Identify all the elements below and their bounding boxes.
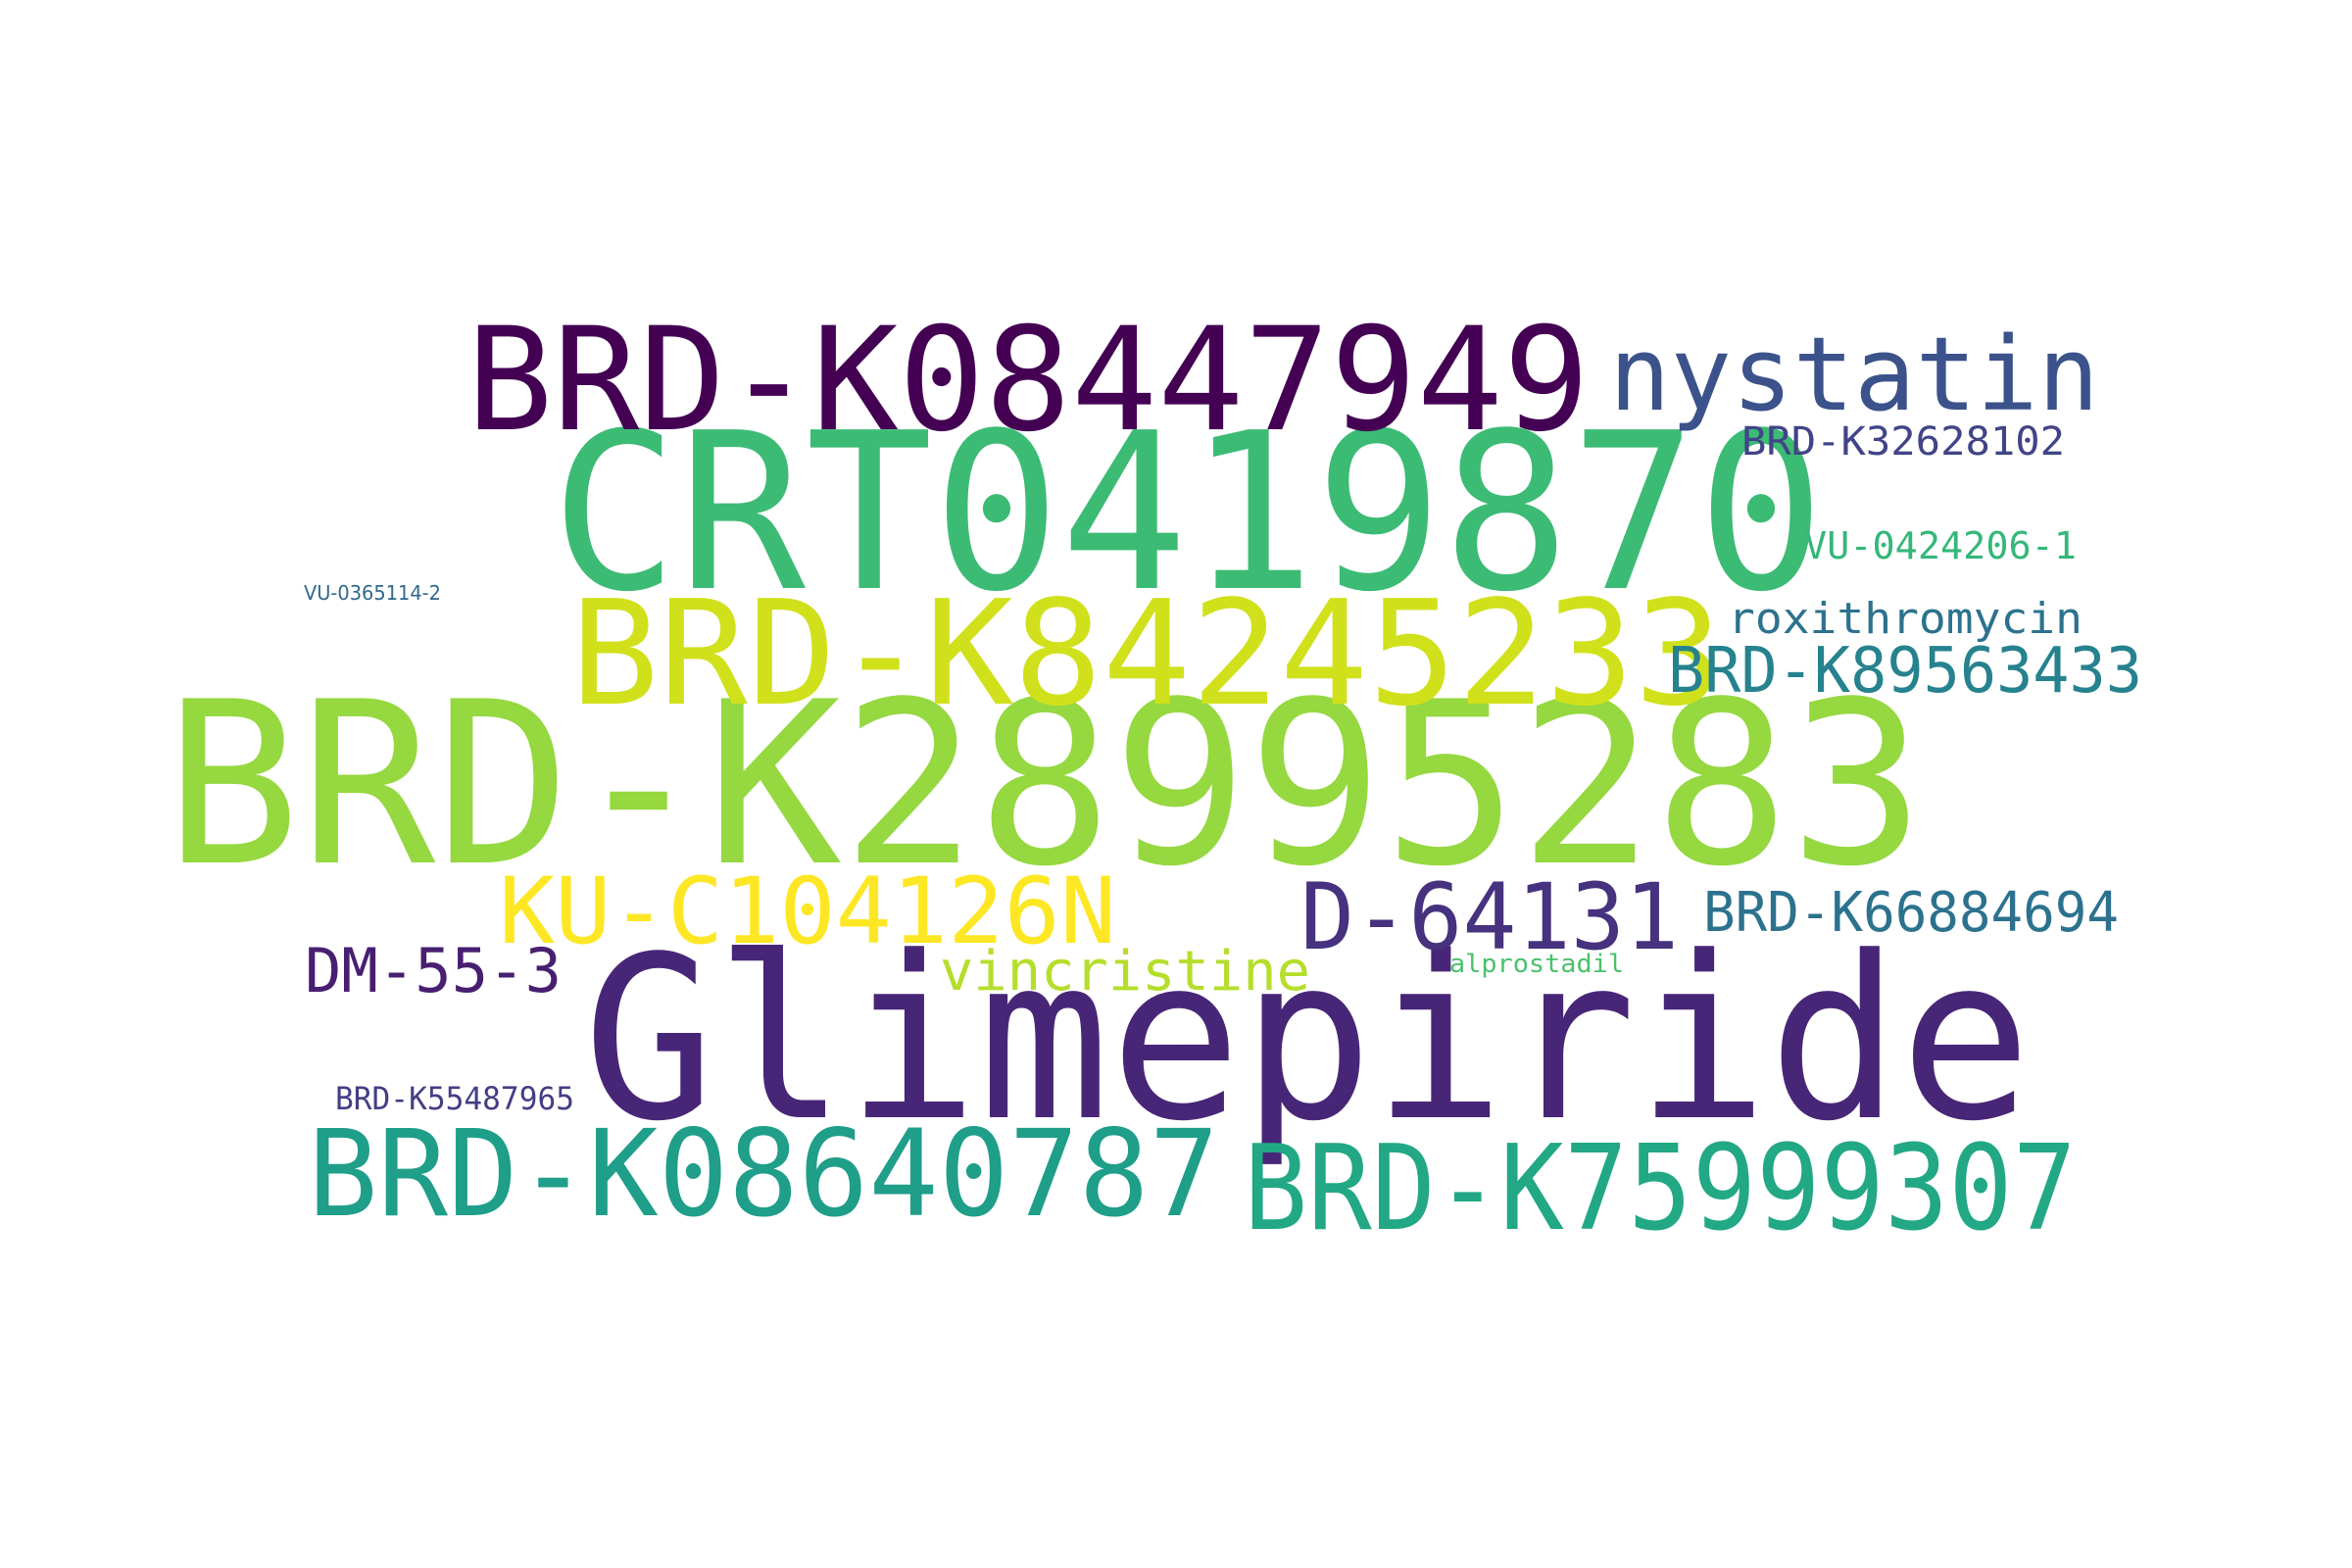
word-brd-k08640787: BRD-K08640787 — [308, 1104, 1219, 1244]
word-brd-k08447949: BRD-K08447949 — [466, 297, 1590, 464]
word-alprostadil: alprostadil — [1449, 950, 1624, 979]
word-brd-k28995283: BRD-K28995283 — [165, 655, 1925, 916]
word-nystatin: nystatin — [1609, 315, 2099, 434]
word-brd-k66884694: BRD-K66884694 — [1703, 881, 2119, 945]
word-vu-0424206-1: VU-0424206-1 — [1804, 524, 2077, 567]
word-glimepiride: Glimepiride — [583, 909, 2032, 1171]
word-d-64131: D-64131 — [1300, 864, 1679, 971]
word-roxithromycin: roxithromycin — [1728, 594, 2082, 644]
word-crt0419870: CRT0419870 — [551, 387, 1825, 640]
word-vincristine: vincristine — [940, 940, 1310, 1004]
word-ku-c104126n: KU-C104126N — [499, 858, 1116, 965]
word-brd-k89563433: BRD-K89563433 — [1668, 635, 2142, 708]
word-brd-k84245233: BRD-K84245233 — [570, 569, 1723, 738]
word-vu-0365114-2: VU-0365114-2 — [304, 581, 441, 605]
word-dm-55-3: DM-55-3 — [305, 935, 562, 1006]
word-brd-k75999307: BRD-K75999307 — [1244, 1121, 2077, 1257]
word-brd-k32628102: BRD-K32628102 — [1741, 419, 2065, 465]
word-brd-k55487965: BRD-K55487965 — [335, 1080, 574, 1117]
